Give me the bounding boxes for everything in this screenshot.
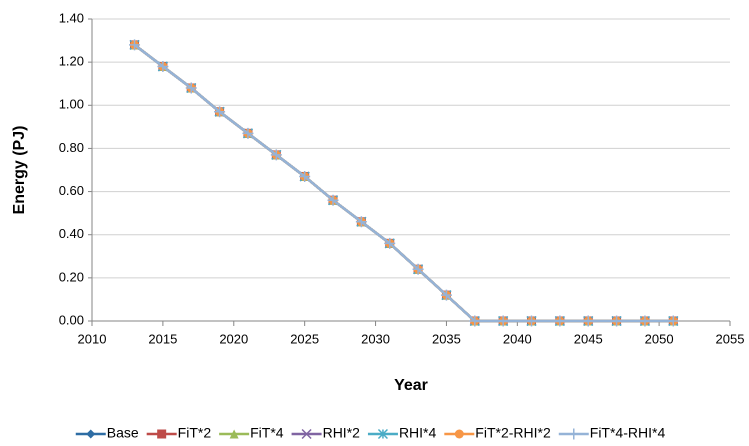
y-tick-label: 1.20 <box>59 54 84 69</box>
x-tick-label: 2040 <box>503 331 532 346</box>
marker <box>327 194 339 206</box>
marker <box>384 237 396 249</box>
y-tick-label: 1.00 <box>59 97 84 112</box>
x-tick-label: 2010 <box>78 331 107 346</box>
legend: Base FiT*2 FiT*4 RHI*2 RHI*4 FiT*2-RHI*2 FiT*4… <box>75 425 666 441</box>
marker <box>157 60 169 72</box>
x-axis-title: Year <box>394 377 428 394</box>
series-line <box>133 43 674 323</box>
x-tick-label: 2050 <box>645 331 674 346</box>
x-tick-label: 2015 <box>148 331 177 346</box>
marker <box>469 315 481 327</box>
marker <box>667 315 679 327</box>
x-tick-label: 2035 <box>432 331 461 346</box>
series-line <box>133 43 674 323</box>
marker <box>412 263 424 275</box>
marker <box>214 106 226 118</box>
x-tick-label: 2055 <box>716 331 745 346</box>
marker <box>185 82 197 94</box>
marker <box>229 429 239 439</box>
legend-label: FiT*4 <box>250 425 284 441</box>
legend-label: Base <box>107 425 139 441</box>
marker <box>270 149 282 161</box>
marker <box>526 315 538 327</box>
x-tick-label: 2020 <box>219 331 248 346</box>
x-tick-label: 2045 <box>574 331 603 346</box>
marker <box>355 216 367 228</box>
series-line <box>133 43 674 323</box>
series-line <box>133 43 674 323</box>
marker <box>568 428 580 440</box>
marker <box>86 429 96 439</box>
marker <box>129 39 141 51</box>
marker <box>611 315 623 327</box>
legend-label: RHI*4 <box>399 425 437 441</box>
series-line <box>133 43 674 323</box>
legend-label: FiT*2-RHI*2 <box>475 425 551 441</box>
marker <box>242 127 254 139</box>
y-axis-title: Energy (PJ) <box>11 126 28 215</box>
marker <box>377 428 388 440</box>
x-tick-label: 2030 <box>361 331 390 346</box>
marker <box>582 315 594 327</box>
y-tick-label: 1.40 <box>59 10 84 25</box>
marker <box>157 429 167 439</box>
y-tick-label: 0.60 <box>59 183 84 198</box>
y-tick-label: 0.80 <box>59 140 84 155</box>
x-tick-label: 2025 <box>290 331 319 346</box>
y-tick-label: 0.00 <box>59 312 84 327</box>
series-line <box>133 43 674 323</box>
y-tick-label: 0.40 <box>59 226 84 241</box>
y-tick-label: 0.20 <box>59 269 84 284</box>
marker <box>301 428 312 440</box>
legend-label: RHI*2 <box>323 425 361 441</box>
legend-label: FiT*4-RHI*4 <box>590 425 666 441</box>
marker <box>454 429 464 439</box>
marker <box>299 170 311 182</box>
legend-label: FiT*2 <box>178 425 212 441</box>
marker <box>554 315 566 327</box>
marker <box>639 315 651 327</box>
series-line <box>133 43 674 323</box>
marker <box>440 289 452 301</box>
marker <box>497 315 509 327</box>
